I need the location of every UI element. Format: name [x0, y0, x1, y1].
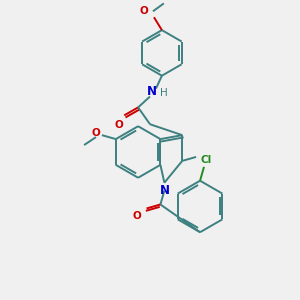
- Text: O: O: [91, 128, 100, 138]
- Text: N: N: [147, 85, 157, 98]
- Text: H: H: [160, 88, 168, 98]
- Text: O: O: [133, 212, 142, 221]
- Text: N: N: [160, 184, 170, 197]
- Text: Cl: Cl: [200, 155, 211, 165]
- Text: O: O: [115, 120, 124, 130]
- Text: O: O: [139, 6, 148, 16]
